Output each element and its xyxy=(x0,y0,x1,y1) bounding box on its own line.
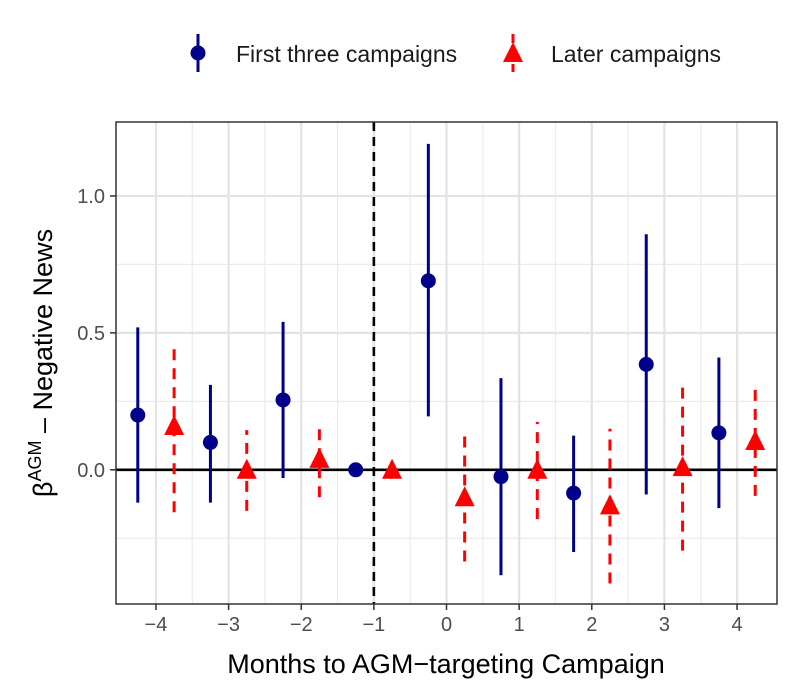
point-later-2 xyxy=(309,447,330,468)
x-tick-label-1: −3 xyxy=(217,614,240,636)
x-tick-label-3: −1 xyxy=(362,614,385,636)
legend-label-later: Later campaigns xyxy=(551,41,721,67)
y-tick-label-2: 1.0 xyxy=(77,186,105,208)
legend: First three campaigns Later campaigns xyxy=(190,34,721,72)
y-axis-title-beta: β xyxy=(28,482,58,498)
point-first-3 xyxy=(348,462,364,478)
y-axis-title-rest: – Negative News xyxy=(28,229,58,441)
grid xyxy=(116,122,777,604)
point-first-5 xyxy=(493,469,509,485)
point-later-0 xyxy=(164,414,185,435)
y-axis: 0.0 0.5 1.0 xyxy=(77,186,116,482)
point-later-4 xyxy=(454,486,475,507)
x-tick-label-0: −4 xyxy=(145,614,168,636)
point-later-1 xyxy=(236,458,257,479)
legend-key-first xyxy=(190,34,206,72)
point-later-8 xyxy=(745,430,766,451)
point-first-1 xyxy=(202,434,218,450)
x-tick-label-5: 1 xyxy=(514,614,525,636)
point-later-6 xyxy=(599,494,620,515)
y-axis-title-superscript: AGM xyxy=(25,441,45,482)
point-later-5 xyxy=(527,458,548,479)
x-tick-label-7: 3 xyxy=(659,614,670,636)
legend-key-later xyxy=(503,34,523,72)
x-axis-title: Months to AGM−targeting Campaign xyxy=(227,649,664,679)
x-tick-label-6: 2 xyxy=(586,614,597,636)
x-tick-label-2: −2 xyxy=(290,614,313,636)
x-axis: −4 −3 −2 −1 0 1 2 3 4 xyxy=(145,604,743,636)
point-first-6 xyxy=(566,485,582,501)
x-tick-label-8: 4 xyxy=(731,614,742,636)
legend-later-marker xyxy=(503,42,523,62)
legend-label-first: First three campaigns xyxy=(236,41,457,67)
y-axis-title: βAGM – Negative News xyxy=(25,229,58,497)
y-tick-label-1: 0.5 xyxy=(77,323,105,345)
point-first-2 xyxy=(275,392,291,408)
point-markers xyxy=(130,273,766,515)
point-first-8 xyxy=(711,425,727,441)
point-later-3 xyxy=(382,458,403,479)
y-tick-label-0: 0.0 xyxy=(77,460,105,482)
reference-lines xyxy=(116,122,777,604)
point-first-4 xyxy=(420,273,436,289)
point-first-0 xyxy=(130,407,146,423)
x-tick-label-4: 0 xyxy=(441,614,452,636)
point-later-7 xyxy=(672,456,693,477)
point-first-7 xyxy=(638,356,654,372)
legend-first-marker xyxy=(190,45,206,61)
